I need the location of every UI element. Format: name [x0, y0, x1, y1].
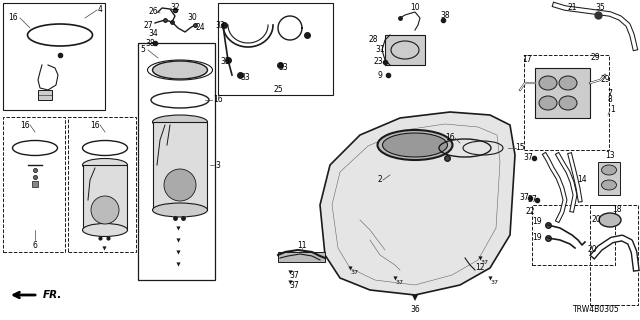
- Text: 30: 30: [187, 13, 197, 22]
- Polygon shape: [153, 122, 207, 210]
- Ellipse shape: [383, 133, 447, 157]
- Text: 33: 33: [278, 63, 288, 73]
- Text: 4: 4: [97, 5, 102, 14]
- Text: 37: 37: [491, 281, 499, 285]
- Text: 20: 20: [587, 245, 597, 254]
- Bar: [3, 117, 65, 252]
- Text: 12: 12: [476, 263, 484, 273]
- Polygon shape: [83, 165, 127, 230]
- Text: 1: 1: [611, 106, 616, 115]
- Text: 33: 33: [215, 20, 225, 29]
- Text: 3: 3: [216, 161, 220, 170]
- Ellipse shape: [539, 96, 557, 110]
- Bar: [138, 43, 215, 280]
- Text: 21: 21: [567, 4, 577, 12]
- Text: 38: 38: [145, 38, 155, 47]
- Text: 37: 37: [396, 281, 404, 285]
- Text: 23: 23: [373, 58, 383, 67]
- Polygon shape: [535, 68, 590, 118]
- Text: 16: 16: [213, 95, 223, 105]
- Ellipse shape: [152, 61, 207, 79]
- Text: 24: 24: [195, 23, 205, 33]
- Text: 10: 10: [410, 4, 420, 12]
- Bar: [524, 55, 609, 150]
- Bar: [590, 205, 638, 305]
- Text: 37: 37: [289, 281, 299, 290]
- Polygon shape: [278, 252, 325, 262]
- Bar: [3, 3, 105, 110]
- Bar: [68, 117, 136, 252]
- Ellipse shape: [559, 76, 577, 90]
- Text: 29: 29: [590, 53, 600, 62]
- Text: 37: 37: [481, 260, 489, 266]
- Text: 34: 34: [148, 28, 158, 37]
- Text: 7: 7: [607, 89, 612, 98]
- Ellipse shape: [559, 96, 577, 110]
- Text: 38: 38: [440, 11, 450, 20]
- Text: 27: 27: [143, 20, 153, 29]
- Text: 36: 36: [410, 306, 420, 315]
- Text: 16: 16: [445, 133, 455, 142]
- Text: 16: 16: [90, 121, 100, 130]
- Text: 5: 5: [141, 45, 145, 54]
- Text: 31: 31: [375, 45, 385, 54]
- Ellipse shape: [83, 158, 127, 172]
- Text: TRW4B0305: TRW4B0305: [573, 306, 620, 315]
- Ellipse shape: [539, 76, 557, 90]
- Text: 17: 17: [522, 55, 532, 65]
- Text: 18: 18: [612, 205, 621, 214]
- Ellipse shape: [164, 169, 196, 201]
- Text: 37: 37: [519, 194, 529, 203]
- Ellipse shape: [602, 180, 616, 190]
- Text: 16: 16: [8, 13, 18, 22]
- Text: 37: 37: [527, 196, 537, 204]
- Ellipse shape: [152, 203, 207, 217]
- Text: 19: 19: [532, 233, 542, 242]
- Polygon shape: [320, 112, 515, 295]
- Text: 2: 2: [378, 175, 382, 185]
- Text: FR.: FR.: [42, 290, 61, 300]
- Text: 9: 9: [378, 70, 383, 79]
- Text: 13: 13: [605, 150, 615, 159]
- Text: 6: 6: [33, 241, 37, 250]
- Text: 8: 8: [607, 95, 612, 105]
- Text: 11: 11: [297, 241, 307, 250]
- Text: 37: 37: [351, 270, 359, 276]
- Text: 22: 22: [525, 207, 535, 217]
- Text: 16: 16: [20, 121, 30, 130]
- Text: 15: 15: [515, 143, 525, 153]
- Text: 32: 32: [170, 4, 180, 12]
- Ellipse shape: [599, 213, 621, 227]
- Ellipse shape: [152, 115, 207, 129]
- Ellipse shape: [602, 165, 616, 175]
- Text: 33: 33: [240, 74, 250, 83]
- Text: 28: 28: [368, 36, 378, 44]
- Polygon shape: [598, 162, 620, 195]
- Polygon shape: [38, 90, 52, 100]
- Text: 25: 25: [273, 85, 283, 94]
- Text: 20: 20: [591, 215, 601, 225]
- Text: 37: 37: [289, 270, 299, 279]
- Ellipse shape: [378, 130, 452, 160]
- Text: 35: 35: [595, 4, 605, 12]
- Ellipse shape: [91, 196, 119, 224]
- Ellipse shape: [83, 223, 127, 236]
- Text: 26: 26: [148, 7, 158, 17]
- Polygon shape: [385, 35, 425, 65]
- Text: 33: 33: [220, 58, 230, 67]
- Bar: [532, 205, 615, 265]
- Bar: [218, 3, 333, 95]
- Text: 37: 37: [523, 154, 533, 163]
- Text: 19: 19: [532, 218, 542, 227]
- Text: 14: 14: [577, 175, 587, 185]
- Text: 29: 29: [600, 76, 610, 84]
